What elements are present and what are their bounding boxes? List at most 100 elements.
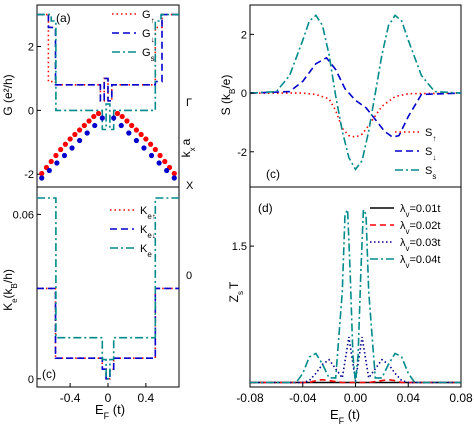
panel-c-frame <box>249 4 462 188</box>
band-point-up <box>133 127 139 133</box>
band-point-up <box>124 118 130 124</box>
legend-label: S↑ <box>425 127 436 143</box>
panel-c-label: (c) <box>266 167 280 181</box>
band-point-down <box>164 167 170 174</box>
legend-label: λv=0.02t <box>400 220 440 236</box>
band-point-up <box>77 127 83 133</box>
x-tick-label: -0.04 <box>289 391 317 405</box>
legend-label: Ss <box>425 165 436 181</box>
x-tick: X <box>186 180 194 192</box>
band-point-up <box>62 141 68 147</box>
x-tick-label: -0.08 <box>236 391 264 405</box>
k-ylabel: Ke(kB/h) <box>1 269 19 311</box>
band-point-up <box>95 110 102 117</box>
legend-label: λv=0.03t <box>400 237 440 253</box>
series-line-S↓ <box>250 56 461 138</box>
series-line-λv=0.03t <box>250 336 461 384</box>
panel-a-label: (a) <box>56 11 71 25</box>
panel-c-left-label: (c) <box>42 367 56 381</box>
series-line-λv=0.02t <box>250 378 461 384</box>
y-tick-label: 0 <box>28 374 34 386</box>
panel-c-plot: -2 0 2 S↑ S↓ Ss <box>237 14 461 181</box>
band-point-up <box>48 158 54 165</box>
panel-c-left-frame <box>36 186 180 388</box>
legend-label: Ke↑ <box>140 205 156 221</box>
x-tick-label: 0.08 <box>449 391 473 405</box>
band-point-down <box>171 175 177 181</box>
panel-d-plot: 1.5 -0.08 -0.04 0.00 0.04 0.08 λv=0.01tλv=0.02… <box>232 203 473 405</box>
panel-a-plot: -2 0 2 G↑ G↓ Gs <box>24 9 179 181</box>
series-line-Ke↓ <box>37 287 179 380</box>
panel-b-plot <box>39 110 177 181</box>
plot-layer: -2 0 2 G↑ G↓ Gs 0 0.06 -0.4 0 0.4 Ke↑ Ke↓ Ke -2 0 2 S↑ S↓ S… <box>13 9 473 405</box>
gamma-tick: Γ <box>186 97 192 109</box>
series-line-Ss <box>250 14 461 171</box>
band-point-down <box>92 122 98 129</box>
s-ylabel: S (kB/e) <box>219 75 237 116</box>
band-point-down <box>39 175 45 181</box>
band-point-up <box>114 110 121 117</box>
legend-label: Ke↓ <box>140 224 156 240</box>
series-line-λv=0.04t <box>250 206 461 384</box>
band-point-down <box>111 115 117 121</box>
panel-d-label: (d) <box>258 201 273 215</box>
series-line-Gs <box>37 13 179 131</box>
band-point-down <box>148 152 155 159</box>
band-point-up <box>67 136 73 142</box>
legend-label: λv=0.04t <box>400 254 440 270</box>
band-point-down <box>77 137 83 144</box>
band-point-down <box>69 145 75 151</box>
panel-a-frame <box>36 4 180 188</box>
panel-c-left-plot: 0 0.06 -0.4 0 0.4 Ke↑ Ke↓ Ke <box>13 197 179 405</box>
band-point-up <box>152 146 158 153</box>
xlabel-right: EF (t) <box>330 407 360 426</box>
band-point-down <box>46 167 52 174</box>
series-line-S↑ <box>250 92 461 138</box>
band-point-up <box>72 131 78 138</box>
band-point-up <box>86 118 92 124</box>
series-line-G↓ <box>37 13 179 102</box>
y-tick-label: 2 <box>28 42 34 54</box>
band-point-down <box>84 130 90 136</box>
band-point-down <box>141 145 147 151</box>
band-point-down <box>99 115 105 121</box>
band-point-down <box>126 130 132 136</box>
band-point-down <box>54 160 60 166</box>
band-point-down <box>61 152 68 159</box>
band-point-down <box>118 122 124 129</box>
x-tick-label: 0.00 <box>344 391 368 405</box>
series-line-Ke <box>37 197 179 380</box>
band-point-up <box>91 113 97 120</box>
y-tick-label: 0.06 <box>13 209 34 221</box>
band-point-up <box>157 152 163 159</box>
x-tick-label: 0 <box>105 391 112 405</box>
y-tick-label: -2 <box>24 169 34 181</box>
kx-label: kxa <box>179 138 197 157</box>
x-tick-label: -0.4 <box>60 391 81 405</box>
band-point-up <box>143 136 149 142</box>
panel-d-frame <box>249 186 462 388</box>
legend-label: λv=0.01t <box>400 203 440 219</box>
band-point-up <box>129 122 135 129</box>
x-tick-label: 0.04 <box>397 391 421 405</box>
x-tick-label: 0.4 <box>138 391 155 405</box>
band-point-down <box>156 160 162 166</box>
legend-label: S↓ <box>425 146 436 162</box>
band-point-up <box>138 131 144 138</box>
legend-label: G↓ <box>142 28 155 44</box>
y-tick-label: 0 <box>241 88 247 100</box>
y-tick-label: -2 <box>237 147 247 159</box>
band-point-up <box>148 141 154 147</box>
band-point-up <box>81 122 87 129</box>
legend-label: G↑ <box>142 9 155 25</box>
band-point-up <box>53 152 59 159</box>
legend-label: Ke <box>140 243 152 259</box>
mid-zero-tick: 0 <box>186 270 192 282</box>
y-tick-label: 0 <box>28 105 34 117</box>
band-point-up <box>162 158 168 165</box>
legend-label: Gs <box>142 47 155 63</box>
band-point-up <box>39 170 45 177</box>
y-tick-label: 1.5 <box>232 241 247 253</box>
z-ylabel: ZsT <box>227 281 245 302</box>
